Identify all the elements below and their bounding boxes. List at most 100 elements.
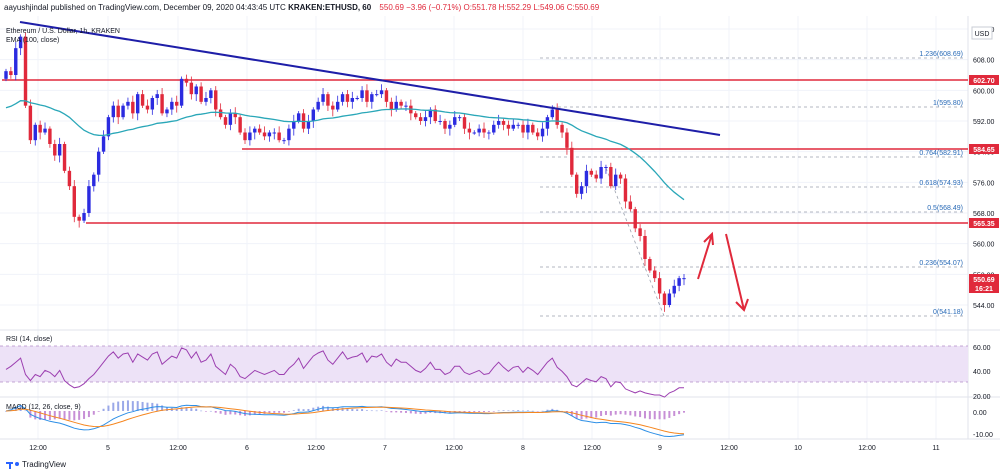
macd-hist-bar <box>307 408 310 411</box>
symbol[interactable]: KRAKEN:ETHUSD, 60 <box>288 3 372 12</box>
macd-signal-line <box>5 406 685 435</box>
candle-body <box>438 121 442 122</box>
svg-text:60.00: 60.00 <box>973 345 991 352</box>
macd-hist-bar <box>448 411 451 414</box>
candle-body <box>584 170 589 187</box>
macd-hist-bar <box>443 411 446 414</box>
arrow-down <box>725 233 745 311</box>
fib-1: 1(595.80) <box>933 100 963 107</box>
candle-body <box>62 144 67 171</box>
candle-body <box>204 98 208 102</box>
candle-body <box>135 94 140 114</box>
time-tick: 7 <box>383 445 387 452</box>
chart-canvas[interactable]: 1.236(608.69) 1(595.80) 0.764(582.91) 0.… <box>0 16 1000 456</box>
candle-body <box>531 124 535 133</box>
candle-body <box>628 201 633 210</box>
price-tick: 544.00 <box>973 303 995 310</box>
candle-body <box>57 144 62 156</box>
time-tick: 8 <box>521 445 525 452</box>
macd-hist-bar <box>224 411 227 415</box>
brand-text: TradingView <box>22 460 67 469</box>
candle-body <box>267 132 272 137</box>
legend-ema: EMA (100, close) <box>6 37 59 44</box>
candle-body <box>565 132 569 148</box>
price-tick: 576.00 <box>973 180 995 187</box>
macd-hist-bar <box>14 407 17 411</box>
macd-hist-bar <box>614 411 617 415</box>
fib-0764: 0.764(582.91) <box>919 150 963 157</box>
candle-body <box>677 278 681 286</box>
candle-body <box>350 98 355 102</box>
candle-body <box>501 121 506 125</box>
candle-body <box>428 109 433 118</box>
tradingview-logo[interactable]: TradingView <box>6 456 66 474</box>
price-tick: 568.00 <box>973 211 995 218</box>
candle-body <box>384 90 389 102</box>
candle-body <box>194 86 198 95</box>
candle-body <box>28 105 33 141</box>
macd-hist-bar <box>112 402 115 411</box>
trend-line[interactable] <box>19 21 721 136</box>
macd-hist-bar <box>507 410 510 412</box>
macd-hist-bar <box>483 411 486 413</box>
macd-hist-bar <box>570 411 573 416</box>
macd-hist-bar <box>424 411 427 414</box>
time-tick: 12:00 <box>307 445 325 452</box>
candle-body <box>370 94 374 102</box>
macd-hist-bar <box>522 410 525 412</box>
candle-body <box>311 109 316 121</box>
macd-hist-bar <box>273 411 276 413</box>
candle-body <box>374 94 379 96</box>
candle-body <box>506 124 511 129</box>
candle-body <box>457 117 462 119</box>
macd-label: MACD (12, 26, close, 9) <box>6 404 81 411</box>
macd-hist-bar <box>73 411 76 421</box>
macd-hist-bar <box>556 409 559 411</box>
macd-line <box>5 404 685 438</box>
macd-hist-bar <box>19 405 22 411</box>
candle-body <box>38 124 42 133</box>
candle-body <box>87 186 91 213</box>
macd-hist-bar <box>487 411 490 412</box>
publish-bar: aayushjindal published on TradingView.co… <box>0 0 1000 16</box>
candle-body <box>335 101 340 110</box>
rsi-line <box>5 347 684 398</box>
candle-body <box>492 124 496 133</box>
macd-hist-bar <box>351 408 354 411</box>
candle-body <box>214 90 218 110</box>
macd-hist-bar <box>356 409 359 411</box>
candle-body <box>272 132 276 134</box>
fib-labels: 1.236(608.69) 1(595.80) 0.764(582.91) 0.… <box>919 51 963 316</box>
macd-hist-bar <box>648 411 651 420</box>
macd-hist-bar <box>536 411 539 412</box>
price-tick: 560.00 <box>973 242 995 249</box>
candle-body <box>18 36 23 49</box>
macd-hist-bar <box>283 411 286 413</box>
candle-body <box>604 167 608 168</box>
macd-hist-bar <box>146 402 149 411</box>
macd-axis: 0.00 -10.00 <box>973 410 993 439</box>
candle-body <box>633 209 637 229</box>
macd-hist-bar <box>673 411 676 416</box>
macd-hist-bar <box>497 410 500 412</box>
author[interactable]: aayushjindal <box>4 3 49 12</box>
macd-hist-bar <box>278 411 281 413</box>
macd-hist-bar <box>458 411 461 413</box>
arrow-up-head <box>703 231 714 246</box>
macd-hist-bar <box>575 411 578 419</box>
macd-hist-bar <box>175 408 178 411</box>
macd-hist-bar <box>653 411 656 420</box>
candle-body <box>184 78 189 83</box>
candle-body <box>574 174 579 194</box>
macd-hist-bar <box>380 410 383 411</box>
time-axis[interactable]: 12:00 5 12:00 6 12:00 7 12:00 8 12:00 9 12:00 10 12:… <box>29 445 939 452</box>
candle-body <box>467 128 472 133</box>
macd-hist-bar <box>629 411 632 416</box>
candle-body <box>672 285 676 294</box>
price-axis[interactable]: 616.00608.00600.00592.00584.00576.00568.… <box>973 27 995 310</box>
candle-body <box>331 105 335 110</box>
macd-hist-bar <box>5 411 7 412</box>
legend-title: Ethereum / U.S. Dollar, 1h, KRAKEN <box>6 28 120 35</box>
macd-hist-bar <box>409 411 412 414</box>
macd-hist-bar <box>312 407 315 411</box>
